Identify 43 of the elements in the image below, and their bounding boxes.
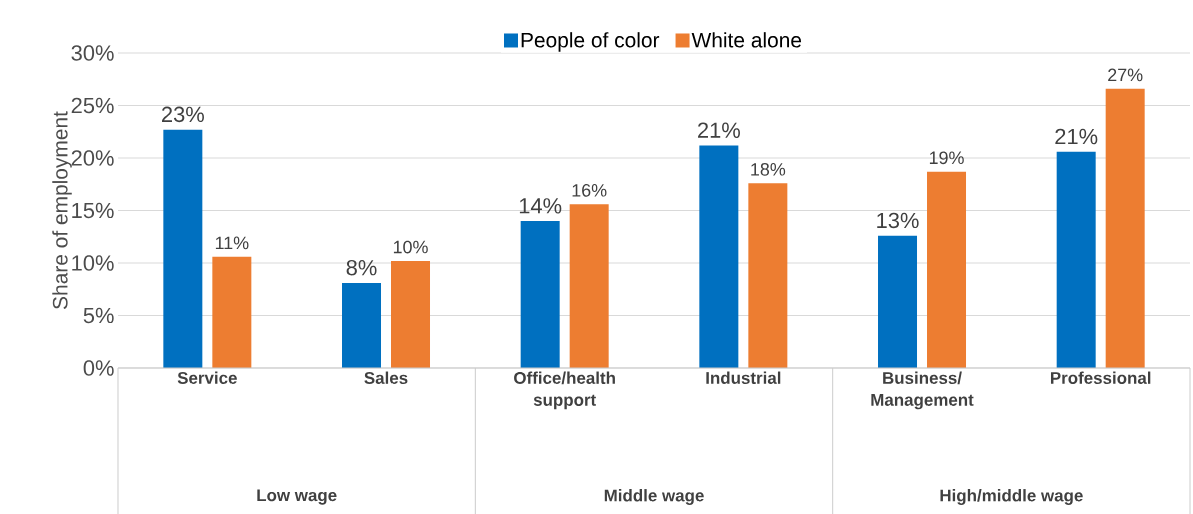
bar <box>391 260 430 368</box>
bar <box>163 129 203 368</box>
x-tick-label: Office/health support <box>514 371 615 410</box>
text: High/middle wage <box>940 489 1083 505</box>
text: Middle wage <box>604 489 704 505</box>
legend-label: People of color <box>521 32 660 52</box>
y-tick-label: 20% <box>71 150 114 166</box>
x-tick-label: Professional <box>1050 371 1151 384</box>
data-label: 10% <box>393 240 428 254</box>
data-label: 19% <box>929 151 964 165</box>
x-tick-label: Industrial <box>706 371 781 384</box>
bar <box>878 235 918 368</box>
y-axis-title: Share of employment <box>52 111 72 309</box>
data-label: 23% <box>162 106 204 123</box>
bar <box>520 221 560 368</box>
legend-label: White alone <box>691 32 802 48</box>
data-label: 11% <box>215 236 249 250</box>
y-tick-label: 15% <box>72 202 114 219</box>
bar <box>1056 151 1096 368</box>
bar <box>699 145 739 368</box>
data-label: 18% <box>751 162 786 176</box>
text: Low wage <box>257 489 337 505</box>
y-tick-label: 0% <box>83 360 114 376</box>
data-label: 16% <box>572 183 607 197</box>
data-label: 27% <box>1108 68 1143 82</box>
data-label: 8% <box>346 259 377 276</box>
bar <box>1105 88 1145 368</box>
y-tick-label: 25% <box>71 97 114 114</box>
data-label: 13% <box>877 212 919 229</box>
bar <box>927 171 967 368</box>
x-tick-label: Service <box>177 371 237 384</box>
y-tick-label: 5% <box>83 307 114 324</box>
bar <box>342 282 381 368</box>
bar <box>569 204 609 368</box>
bar <box>748 183 788 368</box>
data-label: 14% <box>519 198 562 214</box>
x-tick-label: Business/ Management <box>871 371 974 410</box>
data-label: 21% <box>1055 128 1098 145</box>
bar <box>212 256 252 368</box>
x-tick-label: Sales <box>364 371 408 384</box>
data-label: 21% <box>698 122 740 138</box>
y-tick-label: 10% <box>72 255 114 271</box>
y-tick-label: 30% <box>71 45 114 61</box>
